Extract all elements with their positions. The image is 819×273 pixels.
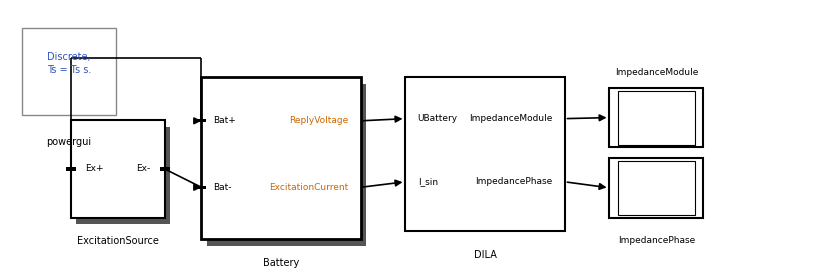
Bar — [609, 88, 704, 147]
Bar — [76, 127, 170, 224]
Text: I_sin: I_sin — [418, 177, 438, 186]
Text: Ex-: Ex- — [136, 164, 150, 173]
Bar — [618, 91, 695, 145]
Bar — [160, 167, 170, 171]
Text: DILA: DILA — [473, 250, 496, 260]
Bar — [207, 84, 366, 246]
Bar — [609, 158, 704, 218]
Text: ExcitationSource: ExcitationSource — [77, 236, 159, 247]
Text: ReplyVoltage: ReplyVoltage — [289, 116, 348, 125]
Text: Bat-: Bat- — [214, 183, 232, 192]
Text: UBattery: UBattery — [418, 114, 458, 123]
Text: Discrete,
Ts = Ts s.: Discrete, Ts = Ts s. — [47, 52, 91, 75]
Text: ImpedanceModule: ImpedanceModule — [615, 68, 698, 77]
Text: powergui: powergui — [46, 136, 91, 147]
Text: Ex+: Ex+ — [85, 164, 104, 173]
Bar — [197, 119, 206, 123]
Text: Bat+: Bat+ — [214, 116, 237, 125]
Bar — [197, 186, 206, 189]
Bar — [201, 77, 360, 239]
Text: ImpedanceModule: ImpedanceModule — [469, 114, 552, 123]
Bar — [66, 167, 75, 171]
Bar — [22, 28, 115, 115]
Bar — [618, 161, 695, 215]
Bar — [405, 77, 564, 231]
Text: ImpedancePhase: ImpedancePhase — [475, 177, 552, 186]
Text: Battery: Battery — [263, 258, 299, 268]
Text: ImpedancePhase: ImpedancePhase — [618, 236, 695, 245]
Text: ExcitationCurrent: ExcitationCurrent — [269, 183, 348, 192]
Bar — [70, 120, 165, 218]
